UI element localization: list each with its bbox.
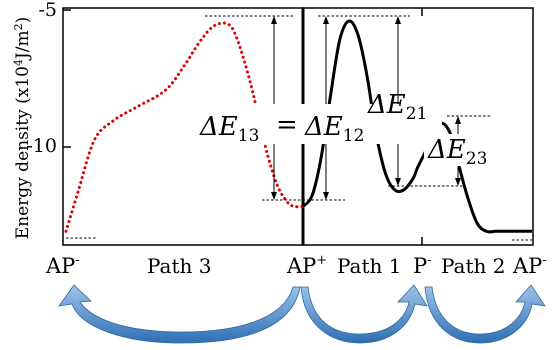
- state-label-ap-minus-right: AP-: [512, 253, 547, 278]
- path-label-1: Path 1: [337, 254, 401, 278]
- y-tick-label-minus5: -5: [38, 0, 57, 21]
- barrier-label-dE12: ΔE12: [304, 112, 364, 146]
- arrow-dE23-head-bottom: [455, 178, 461, 186]
- transition-arrows: [58, 284, 546, 344]
- series-path-1-2-curve: [301, 19, 532, 234]
- barrier-label-dE21: ΔE21: [367, 90, 427, 124]
- state-label-ap-plus: AP+: [286, 253, 327, 278]
- transition-arrow-path-1: [300, 284, 428, 344]
- barrier-label-dE13: ΔE13: [199, 112, 259, 146]
- transition-arrow-path-2: [424, 284, 546, 344]
- barrier-reference-lines: [66, 15, 532, 241]
- state-label-p-minus: P-: [413, 253, 432, 278]
- barrier-label-backdrop: [196, 104, 442, 144]
- path-label-2: Path 2: [441, 254, 505, 278]
- path-label-3: Path 3: [147, 254, 211, 278]
- arrow-dE12-head-top: [323, 16, 329, 24]
- arrow-dE21-head-bottom: [395, 178, 401, 186]
- arrow-dE13-head-top: [271, 16, 277, 24]
- barrier-label-backdrop-2: [424, 134, 498, 166]
- arrow-dE21-head-top: [395, 16, 401, 24]
- transition-arrow-path-3: [58, 284, 301, 344]
- barrier-equals-sign: =: [276, 110, 298, 140]
- arrow-dE23-head-top: [455, 116, 461, 124]
- barrier-label-dE23: ΔE23: [427, 135, 487, 169]
- series-path-3-curve: [64, 21, 305, 233]
- y-axis-label: Energy density (x104J/m2): [12, 17, 34, 240]
- arrow-dE13-head-bottom: [271, 192, 277, 200]
- arrow-dE12-head-bottom: [323, 192, 329, 200]
- y-tick-label-minus10: -10: [26, 135, 57, 157]
- state-label-ap-minus-left: AP-: [45, 253, 80, 278]
